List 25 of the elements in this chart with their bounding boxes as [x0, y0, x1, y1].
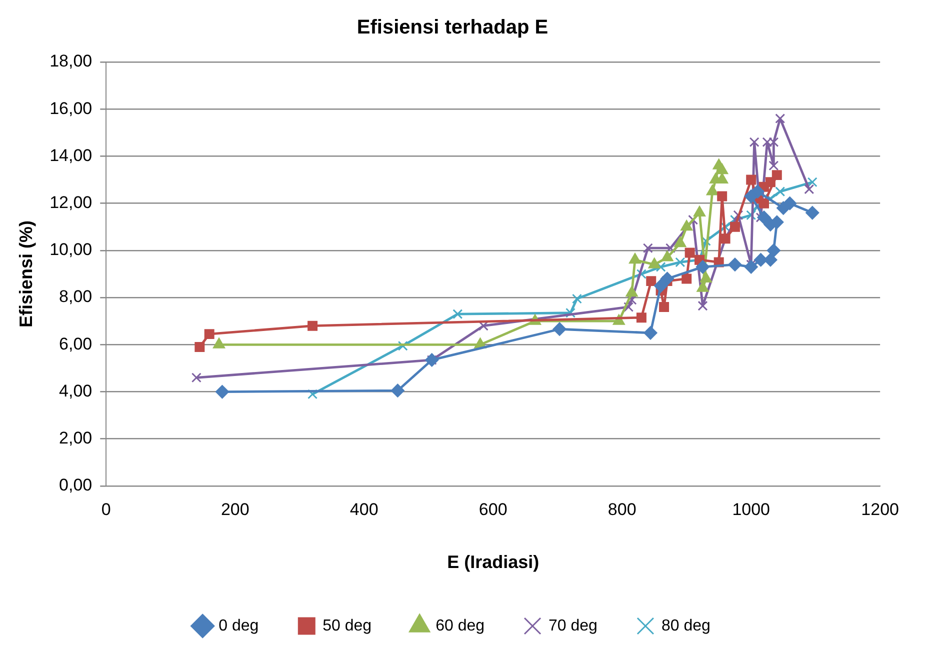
x-tick-label: 200: [220, 500, 250, 519]
y-tick-label: 4,00: [59, 381, 92, 400]
x-tick-label: 400: [350, 500, 378, 519]
legend-label: 50 deg: [322, 617, 372, 634]
y-tick-label: 12,00: [50, 193, 92, 212]
y-tick-label: 6,00: [59, 334, 92, 354]
legend-label: 60 deg: [436, 617, 485, 634]
legend-label: 0 deg: [218, 617, 259, 634]
x-tick-label: 0: [101, 500, 111, 519]
chart-title: Efisiensi terhadap E: [356, 16, 548, 39]
y-tick-label: 2,00: [59, 428, 92, 448]
x-tick-label: 1000: [732, 500, 770, 519]
y-tick-label: 10,00: [50, 240, 92, 260]
y-axis-title: Efisiensi (%): [16, 220, 36, 328]
x-tick-label: 1200: [861, 500, 900, 519]
legend-label: 70 deg: [548, 617, 598, 634]
y-tick-label: 18,00: [50, 52, 92, 71]
x-axis-title: E (Iradiasi): [447, 552, 540, 572]
x-tick-label: 800: [608, 500, 636, 519]
y-tick-label: 8,00: [59, 287, 92, 306]
y-tick-label: 14,00: [50, 146, 92, 165]
legend-label: 80 deg: [661, 617, 710, 634]
x-tick-label: 600: [478, 500, 508, 519]
y-tick-label: 0,00: [59, 476, 92, 495]
y-tick-label: 16,00: [50, 98, 92, 118]
